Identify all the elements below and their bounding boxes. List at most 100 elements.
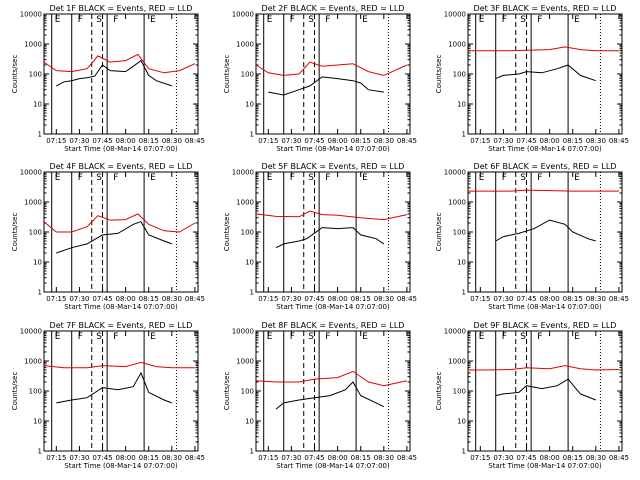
interval-marker-f: F [290,15,295,25]
interval-marker-e: E [362,332,368,342]
y-tick-label: 1 [462,289,466,297]
y-axis-label: Counts/sec [223,372,231,411]
interval-marker-e: E [574,173,580,183]
x-tick-label: 07:45 [304,295,324,303]
x-tick-label: 08:30 [162,295,182,303]
y-axis-label: Counts/sec [11,372,19,411]
y-tick-label: 10 [457,259,466,267]
y-tick-label: 1000 [236,41,254,49]
x-tick-label: 08:15 [351,454,371,462]
x-axis-label: Start Time (08-Mar-14 07:07:00) [64,145,178,153]
x-axis-label: Start Time (08-Mar-14 07:07:00) [276,145,390,153]
interval-marker-e: E [267,332,273,342]
y-tick-label: 1 [250,289,254,297]
y-tick-label: 10 [457,418,466,426]
interval-marker-f: F [78,332,83,342]
interval-marker-e: E [55,173,61,183]
panel-title: Det 9F BLACK = Events, RED = LLD [474,321,617,330]
y-tick-label: 10 [33,101,42,109]
y-tick-label: 100 [241,229,254,237]
x-axis-label: Start Time (08-Mar-14 07:07:00) [276,303,390,311]
events-series-line [495,219,596,242]
x-tick-label: 08:45 [397,137,417,145]
y-tick-label: 100 [241,388,254,396]
x-tick-label: 08:45 [609,295,629,303]
interval-marker-f: F [502,15,507,25]
interval-marker-s: S [308,173,314,183]
x-tick-label: 08:15 [563,454,583,462]
interval-marker-s: S [308,332,314,342]
y-tick-label: 10000 [20,169,42,177]
plot-frame [255,171,411,293]
x-tick-label: 07:45 [92,295,112,303]
interval-marker-e: E [574,332,580,342]
panel-title: Det 1F BLACK = Events, RED = LLD [50,4,193,13]
x-tick-label: 07:15 [470,454,490,462]
y-tick-label: 1000 [24,41,42,49]
y-tick-label: 1000 [448,41,466,49]
events-series-line [56,371,172,404]
y-tick-label: 100 [453,229,466,237]
interval-marker-f: F [537,332,542,342]
panel-title: Det 8F BLACK = Events, RED = LLD [262,321,405,330]
y-axis-label: Counts/sec [11,55,19,94]
x-tick-label: 08:30 [162,454,182,462]
x-axis-label: Start Time (08-Mar-14 07:07:00) [276,462,390,470]
x-tick-label: 08:30 [162,137,182,145]
lld-series-line [43,361,195,369]
y-tick-label: 1000 [24,358,42,366]
x-tick-label: 07:30 [69,137,89,145]
interval-marker-s: S [308,15,314,25]
x-tick-label: 07:45 [304,454,324,462]
x-tick-label: 08:00 [328,454,348,462]
interval-marker-f: F [537,173,542,183]
x-tick-label: 07:45 [516,137,536,145]
lld-series-line [43,53,196,74]
x-tick-label: 08:30 [586,295,606,303]
y-tick-label: 1 [462,131,466,139]
y-tick-label: 1000 [448,358,466,366]
plot-frame [467,13,623,135]
panel-det-7: Det 7F BLACK = Events, RED = LLD 1 10 100 10… [11,321,205,470]
x-tick-label: 08:00 [328,295,348,303]
y-tick-label: 1000 [448,199,466,207]
plot-frame [255,330,411,452]
y-tick-label: 1000 [236,358,254,366]
panel-det-6: Det 6F BLACK = Events, RED = LLD 1 10 100 10… [435,162,629,311]
y-tick-label: 1 [250,448,254,456]
interval-marker-f: F [502,332,507,342]
x-tick-label: 07:15 [258,137,278,145]
x-tick-label: 08:00 [540,295,560,303]
x-tick-label: 07:30 [281,137,301,145]
x-tick-label: 08:45 [609,454,629,462]
interval-marker-f: F [290,173,295,183]
interval-marker-f: F [113,173,118,183]
y-tick-label: 10 [33,259,42,267]
x-tick-label: 08:30 [374,454,394,462]
interval-marker-e: E [362,15,368,25]
x-tick-label: 07:30 [281,454,301,462]
interval-marker-e: E [479,173,485,183]
x-tick-label: 07:30 [493,454,513,462]
x-tick-label: 07:30 [493,137,513,145]
x-tick-label: 07:45 [304,137,324,145]
interval-marker-e: E [267,15,273,25]
x-tick-label: 08:00 [116,454,136,462]
x-tick-label: 08:15 [563,137,583,145]
events-series-line [275,381,385,410]
y-tick-label: 100 [241,71,254,79]
y-tick-label: 10 [33,418,42,426]
interval-marker-s: S [520,173,526,183]
x-tick-label: 08:00 [540,137,560,145]
x-tick-label: 08:15 [139,295,159,303]
interval-marker-s: S [96,173,102,183]
interval-marker-f: F [78,173,83,183]
interval-marker-f: F [113,332,118,342]
x-tick-label: 08:00 [116,295,136,303]
panel-det-5: Det 5F BLACK = Events, RED = LLD 1 10 100 10… [223,162,417,311]
x-tick-label: 07:15 [470,295,490,303]
y-tick-label: 10 [245,101,254,109]
x-tick-label: 07:30 [281,295,301,303]
panel-det-9: Det 9F BLACK = Events, RED = LLD 1 10 100 10… [435,321,629,470]
